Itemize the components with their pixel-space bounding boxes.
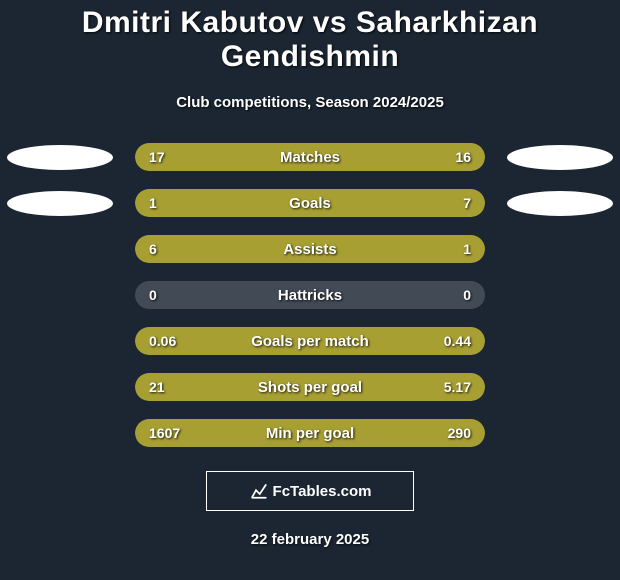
bar-fill-left [135,235,436,263]
bar-fill-right [177,327,485,355]
stat-value-right: 1 [463,241,471,257]
stat-bar: 0Hattricks0 [135,281,485,309]
stat-value-right: 0.44 [444,333,471,349]
player-marker-right [507,191,613,216]
stat-label: Hattricks [135,287,485,304]
chart-icon [249,481,269,501]
page-title: Dmitri Kabutov vs Saharkhizan Gendishmin [0,6,620,74]
stats-list: 17Matches16 1Goals7 6Assists1 0Hattricks0 0.… [0,143,620,447]
stat-value-left: 1 [149,195,157,211]
date-label: 22 february 2025 [0,531,620,548]
bar-fill-right [181,189,486,217]
stat-value-left: 0.06 [149,333,176,349]
stat-bar: 1607Min per goal290 [135,419,485,447]
stat-bar: 21Shots per goal5.17 [135,373,485,401]
stat-value-left: 1607 [149,425,180,441]
stat-bar: 17Matches16 [135,143,485,171]
stat-row: 0.06Goals per match0.44 [0,327,620,355]
stat-bar: 1Goals7 [135,189,485,217]
subtitle: Club competitions, Season 2024/2025 [0,94,620,111]
player-marker-right [507,145,613,170]
stat-row: 0Hattricks0 [0,281,620,309]
stat-row: 1Goals7 [0,189,620,217]
bar-fill-left [135,373,415,401]
footer-attribution: FcTables.com [206,471,414,511]
stat-bar: 0.06Goals per match0.44 [135,327,485,355]
stat-row: 17Matches16 [0,143,620,171]
stat-row: 1607Min per goal290 [0,419,620,447]
stat-value-right: 16 [455,149,471,165]
player-marker-left [7,145,113,170]
stat-value-left: 17 [149,149,165,165]
stat-value-left: 6 [149,241,157,257]
bar-fill-left [135,189,181,217]
player-marker-left [7,191,113,216]
footer-text: FcTables.com [273,483,372,500]
bar-fill-right [436,235,485,263]
stat-value-right: 0 [463,287,471,303]
stat-bar: 6Assists1 [135,235,485,263]
stat-row: 21Shots per goal5.17 [0,373,620,401]
stat-value-right: 5.17 [444,379,471,395]
stat-value-right: 7 [463,195,471,211]
stat-value-left: 21 [149,379,165,395]
stat-value-right: 290 [448,425,471,441]
comparison-card: Dmitri Kabutov vs Saharkhizan Gendishmin… [0,0,620,580]
stat-row: 6Assists1 [0,235,620,263]
stat-value-left: 0 [149,287,157,303]
